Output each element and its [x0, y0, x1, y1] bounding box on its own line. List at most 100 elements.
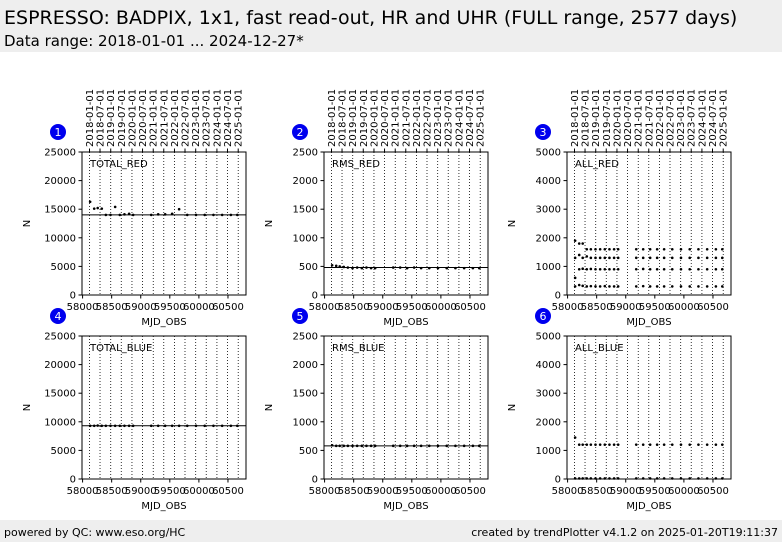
y-tick-label: 2000 [536, 233, 561, 244]
plot-frame [566, 335, 732, 480]
data-point [594, 247, 597, 251]
data-point [427, 266, 431, 270]
data-point [100, 424, 104, 428]
x-tick-label: 58000 [67, 486, 99, 497]
data-point [351, 266, 354, 270]
data-point [338, 265, 342, 268]
panel-badge [535, 308, 551, 324]
data-point [714, 267, 718, 271]
panel-label: RMS_RED [332, 159, 380, 170]
y-tick-label: 0 [70, 475, 76, 486]
data-point [346, 444, 350, 448]
top-tick-label: 2024-01-01 [454, 89, 465, 147]
x-axis-label: MJD_OBS [141, 317, 186, 328]
x-tick-label: 58500 [96, 486, 128, 497]
data-point [670, 247, 674, 251]
x-tick-label: 58500 [581, 302, 613, 313]
data-point [471, 444, 475, 448]
data-point [577, 267, 581, 271]
y-tick-label: 25000 [44, 148, 76, 159]
x-tick-label: 59000 [367, 302, 399, 313]
data-point [185, 424, 189, 428]
top-tick-label: 2024-01-01 [212, 89, 223, 147]
top-tick-label: 2024-07-01 [223, 89, 234, 147]
x-tick-label: 60500 [697, 486, 729, 497]
data-point [360, 444, 364, 448]
data-point [679, 256, 683, 260]
data-point [603, 284, 607, 288]
y-tick-label: 2000 [536, 417, 561, 428]
plot-frame [323, 151, 489, 296]
data-point [235, 213, 239, 217]
data-point [355, 444, 359, 448]
data-point [573, 285, 577, 288]
x-tick-label: 59500 [639, 486, 671, 497]
y-tick-label: 3000 [536, 389, 561, 400]
x-tick-label: 60500 [697, 302, 729, 313]
data-point [714, 256, 718, 260]
data-point [220, 213, 224, 217]
x-tick-label: 59000 [125, 486, 157, 497]
top-tick-label: 2019-07-01 [117, 89, 128, 147]
plot-frame [323, 335, 489, 480]
y-tick-label: 2000 [293, 176, 318, 187]
footer-band [0, 520, 782, 542]
data-point [330, 443, 334, 447]
data-point [454, 266, 457, 270]
top-tick-label: 2018-07-01 [581, 89, 592, 147]
panel-badge-number: 6 [540, 310, 547, 323]
x-tick-label: 59500 [154, 486, 186, 497]
data-point [634, 285, 638, 288]
panel-label: ALL_BLUE [575, 343, 624, 354]
data-point [92, 424, 96, 428]
data-point [697, 267, 700, 271]
data-point [123, 424, 126, 428]
data-point [616, 247, 620, 251]
top-tick-label: 2021-07-01 [401, 89, 412, 147]
x-tick-label: 58000 [309, 302, 341, 313]
data-point [581, 443, 585, 446]
top-tick-label: 2019-01-01 [106, 89, 117, 147]
data-point [589, 256, 593, 260]
data-point [679, 247, 683, 251]
data-point [714, 247, 718, 251]
data-point [594, 443, 597, 446]
data-point [104, 213, 108, 217]
data-point [573, 276, 577, 280]
data-point [616, 443, 620, 446]
data-point [369, 444, 373, 448]
x-tick-label: 58000 [67, 302, 99, 313]
x-tick-label: 59000 [610, 302, 642, 313]
data-point [100, 207, 104, 210]
data-point [405, 444, 409, 448]
x-tick-label: 60500 [454, 486, 486, 497]
data-point [648, 443, 652, 446]
data-point [581, 267, 585, 270]
plot-frame [81, 335, 247, 480]
data-point [365, 266, 368, 269]
data-point [598, 247, 602, 251]
data-point [670, 267, 674, 271]
top-tick-label: 2023-07-01 [202, 89, 213, 147]
header-band [0, 0, 782, 52]
data-point [123, 213, 126, 216]
plot-frame [81, 151, 247, 296]
data-point [697, 247, 700, 251]
panel-badge [50, 124, 66, 140]
data-point [589, 267, 593, 271]
data-point [641, 443, 645, 446]
top-tick-label: 2023-01-01 [191, 89, 202, 147]
data-point [720, 267, 724, 271]
data-point [655, 285, 659, 288]
data-point [641, 247, 645, 251]
data-point [634, 256, 638, 260]
top-tick-label: 2023-07-01 [687, 89, 698, 147]
data-point [634, 443, 638, 446]
data-point [577, 443, 581, 446]
top-tick-label: 2018-07-01 [338, 89, 349, 147]
data-point [608, 256, 611, 260]
data-point [705, 247, 709, 251]
y-tick-label: 0 [70, 291, 76, 302]
top-tick-label: 2018-01-01 [327, 89, 338, 147]
data-point [705, 256, 709, 260]
